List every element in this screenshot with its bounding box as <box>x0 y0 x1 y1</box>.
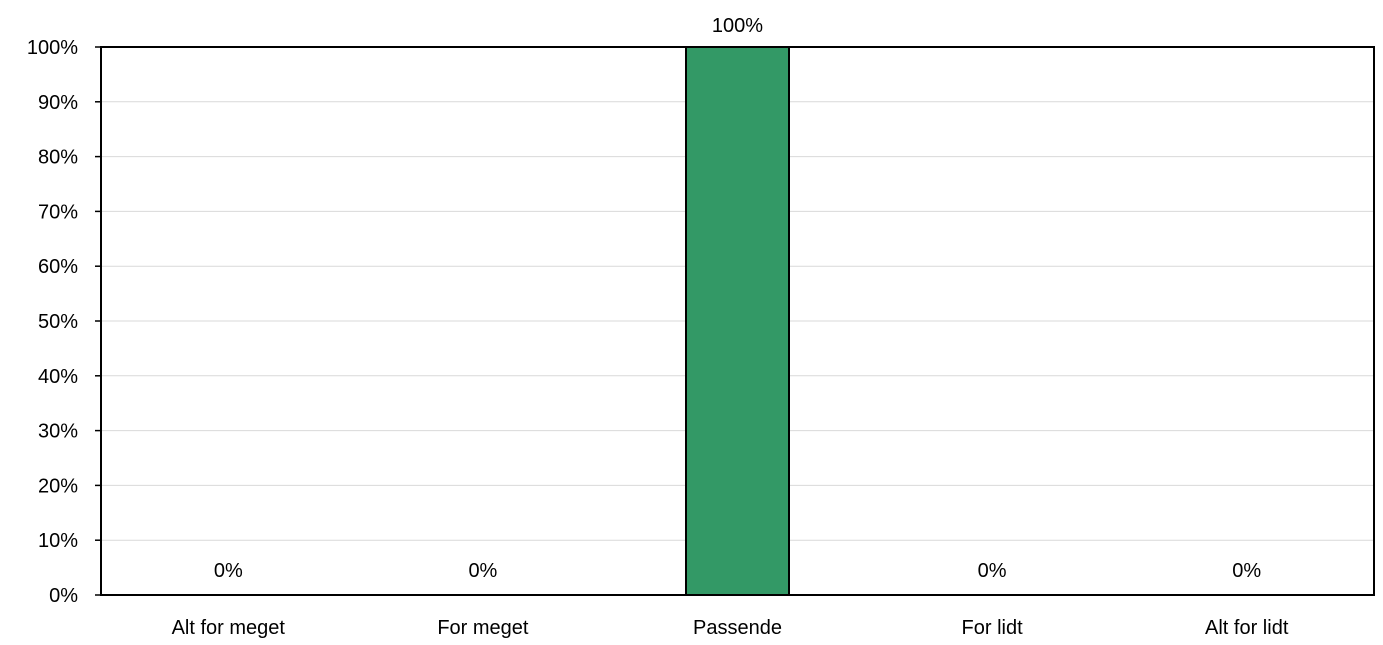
data-label: 0% <box>978 560 1007 582</box>
y-axis-tick-labels: 0% 10% 20% 30% 40% 50% 60% 70% 80% 90% 100% <box>27 37 101 607</box>
bars <box>685 46 790 596</box>
y-axis-tick-label: 0% <box>49 585 78 607</box>
data-label: 0% <box>214 560 243 582</box>
y-axis-tick-label: 20% <box>38 475 78 497</box>
y-axis-tick-label: 40% <box>38 366 78 388</box>
data-labels: 0% 0% 100% 0% 0% <box>214 15 1262 582</box>
data-label: 100% <box>712 15 763 37</box>
y-axis-tick-label: 60% <box>38 256 78 278</box>
y-axis-tick-label: 100% <box>27 37 78 59</box>
y-axis-tick-label: 10% <box>38 530 78 552</box>
bar <box>685 46 790 596</box>
data-label: 0% <box>1232 560 1261 582</box>
data-label: 0% <box>468 560 497 582</box>
x-axis-tick-label: Passende <box>693 617 782 639</box>
x-axis-tick-labels: Alt for meget For meget Passende For lidt Al… <box>172 617 1289 639</box>
y-axis-tick-label: 80% <box>38 147 78 169</box>
x-axis-tick-label: For meget <box>437 617 529 639</box>
y-axis-tick-label: 70% <box>38 201 78 223</box>
x-axis-tick-label: Alt for meget <box>172 617 286 639</box>
y-axis-tick-label: 90% <box>38 92 78 114</box>
x-axis-tick-label: Alt for lidt <box>1205 617 1289 639</box>
y-axis-tick-label: 30% <box>38 421 78 443</box>
y-axis-tick-label: 50% <box>38 311 78 333</box>
x-axis-tick-label: For lidt <box>962 617 1024 639</box>
